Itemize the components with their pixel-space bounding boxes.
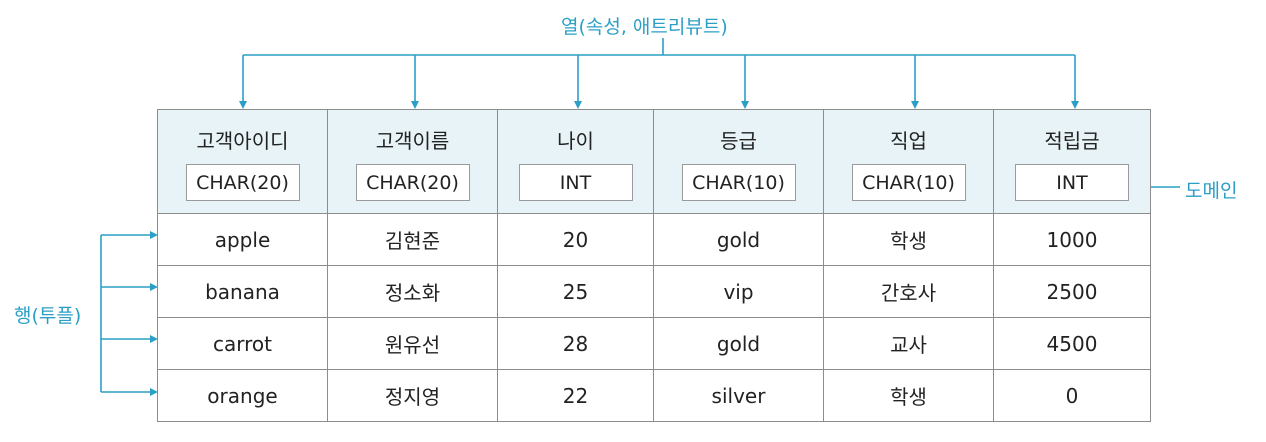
domain-type-box: CHAR(10) xyxy=(681,164,796,201)
header-cell: 등급 CHAR(10) xyxy=(653,109,824,214)
header-cell: 고객아이디 CHAR(20) xyxy=(157,109,328,214)
domain-type-box: CHAR(20) xyxy=(355,164,470,201)
arrowhead-right-4 xyxy=(150,388,158,396)
arrowhead-down-4 xyxy=(741,101,749,109)
table-cell: 간호사 xyxy=(823,265,994,318)
table-cell: 학생 xyxy=(823,369,994,422)
domain-label: 도메인 xyxy=(1185,180,1238,202)
domain-type-box: CHAR(20) xyxy=(185,164,300,201)
table-row: apple 김현준 20 gold 학생 1000 xyxy=(157,213,1151,266)
row-tuple-label: 행(투플) xyxy=(14,305,82,327)
table-cell: banana xyxy=(157,265,328,318)
attribute-name: 고객아이디 xyxy=(196,129,289,153)
table-cell: 2500 xyxy=(993,265,1151,318)
table-cell: 25 xyxy=(497,265,654,318)
table-cell: 정소화 xyxy=(327,265,498,318)
arrowhead-right-2 xyxy=(150,283,158,291)
arrowhead-down-6 xyxy=(1071,101,1079,109)
arrowhead-down-1 xyxy=(239,101,247,109)
table-cell: 학생 xyxy=(823,213,994,266)
header-cell: 고객이름 CHAR(20) xyxy=(327,109,498,214)
table-cell: gold xyxy=(653,317,824,370)
table-cell: apple xyxy=(157,213,328,266)
table-cell: vip xyxy=(653,265,824,318)
table-cell: 김현준 xyxy=(327,213,498,266)
table-cell: 교사 xyxy=(823,317,994,370)
column-attribute-label: 열(속성, 애트리뷰트) xyxy=(561,16,728,38)
domain-type-box: INT xyxy=(1015,164,1129,201)
header-cell: 나이 INT xyxy=(497,109,654,214)
attribute-name: 직업 xyxy=(890,129,927,153)
table-cell: 원유선 xyxy=(327,317,498,370)
header-cell: 적립금 INT xyxy=(993,109,1151,214)
table-cell: 정지영 xyxy=(327,369,498,422)
table-cell: 1000 xyxy=(993,213,1151,266)
table-cell: 20 xyxy=(497,213,654,266)
table-row: orange 정지영 22 silver 학생 0 xyxy=(157,369,1151,422)
table-cell: 4500 xyxy=(993,317,1151,370)
attribute-name: 고객이름 xyxy=(375,129,450,153)
table-cell: silver xyxy=(653,369,824,422)
table-cell: carrot xyxy=(157,317,328,370)
attribute-name: 등급 xyxy=(720,129,757,153)
table-row: carrot 원유선 28 gold 교사 4500 xyxy=(157,317,1151,370)
domain-type-box: INT xyxy=(518,164,633,201)
arrowhead-down-5 xyxy=(911,101,919,109)
table-cell: 0 xyxy=(993,369,1151,422)
header-row: 고객아이디 CHAR(20) 고객이름 CHAR(20) 나이 INT 등급 C… xyxy=(157,109,1151,214)
table-cell: orange xyxy=(157,369,328,422)
table-cell: gold xyxy=(653,213,824,266)
attribute-name: 나이 xyxy=(557,129,594,153)
table-header: 고객아이디 CHAR(20) 고객이름 CHAR(20) 나이 INT 등급 C… xyxy=(157,109,1151,214)
header-cell: 직업 CHAR(10) xyxy=(823,109,994,214)
table-cell: 22 xyxy=(497,369,654,422)
arrowhead-right-3 xyxy=(150,335,158,343)
domain-type-box: CHAR(10) xyxy=(851,164,966,201)
table-body: apple 김현준 20 gold 학생 1000 banana 정소화 25 … xyxy=(157,213,1151,422)
attribute-name: 적립금 xyxy=(1044,129,1100,153)
arrowhead-right-1 xyxy=(150,231,158,239)
relation-table: 고객아이디 CHAR(20) 고객이름 CHAR(20) 나이 INT 등급 C… xyxy=(157,109,1151,422)
table-cell: 28 xyxy=(497,317,654,370)
table-row: banana 정소화 25 vip 간호사 2500 xyxy=(157,265,1151,318)
arrowhead-down-3 xyxy=(574,101,582,109)
arrowhead-down-2 xyxy=(411,101,419,109)
